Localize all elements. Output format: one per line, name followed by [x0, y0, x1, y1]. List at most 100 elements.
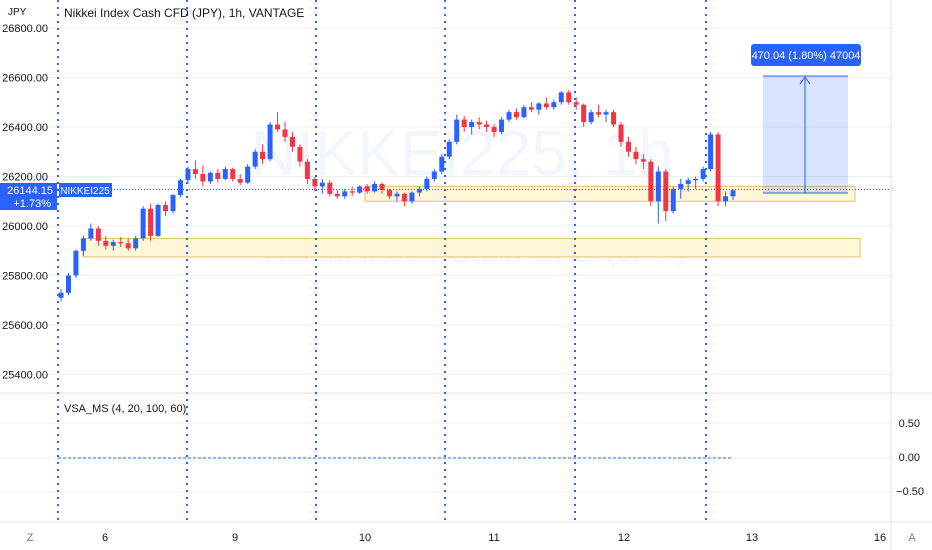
candle[interactable] — [357, 185, 363, 194]
candle[interactable] — [80, 235, 86, 256]
candle[interactable] — [424, 176, 430, 192]
candle[interactable] — [372, 181, 378, 193]
time-axis[interactable]: 6 9 10 11 12 13 16 — [102, 532, 886, 544]
zoom-toggle-button[interactable]: Z — [27, 532, 34, 544]
candle[interactable] — [192, 160, 198, 179]
candle[interactable] — [237, 174, 243, 186]
candle[interactable] — [88, 223, 94, 241]
candle[interactable] — [379, 182, 385, 194]
candle[interactable] — [58, 289, 64, 302]
candle[interactable] — [454, 114, 460, 145]
candle[interactable] — [446, 139, 452, 160]
candle[interactable] — [65, 273, 71, 296]
candle[interactable] — [513, 108, 519, 120]
indicator-name[interactable]: VSA_MS (4, 20, 100, 60) — [64, 403, 186, 415]
candle[interactable] — [297, 144, 303, 167]
candle[interactable] — [95, 226, 101, 246]
candle[interactable] — [387, 188, 393, 199]
candle[interactable] — [543, 97, 549, 110]
support-resistance-zones[interactable] — [82, 185, 861, 258]
candle[interactable] — [469, 119, 475, 135]
candle[interactable] — [103, 235, 109, 250]
candle[interactable] — [140, 206, 146, 241]
candle[interactable] — [252, 149, 258, 170]
candle[interactable] — [155, 203, 161, 238]
price-zone[interactable] — [82, 237, 861, 258]
candle[interactable] — [133, 235, 139, 251]
candle[interactable] — [364, 183, 370, 194]
candle[interactable] — [289, 131, 295, 152]
candle[interactable] — [715, 131, 721, 207]
candle[interactable] — [625, 136, 631, 157]
candle[interactable] — [461, 115, 467, 132]
candle[interactable] — [260, 144, 266, 165]
candle[interactable] — [536, 102, 542, 115]
candle[interactable] — [723, 191, 729, 207]
candle[interactable] — [648, 159, 654, 207]
candle[interactable] — [342, 188, 348, 199]
candle[interactable] — [588, 109, 594, 125]
candle[interactable] — [618, 122, 624, 147]
candle[interactable] — [394, 191, 400, 202]
candle[interactable] — [439, 154, 445, 175]
candle[interactable] — [551, 99, 557, 110]
candle[interactable] — [334, 190, 340, 199]
candle[interactable] — [611, 109, 617, 127]
candle[interactable] — [327, 180, 333, 197]
candle[interactable] — [670, 186, 676, 214]
candle[interactable] — [693, 176, 699, 189]
candle[interactable] — [312, 176, 318, 192]
candle[interactable] — [230, 167, 236, 182]
candle[interactable] — [185, 166, 191, 184]
candle[interactable] — [499, 117, 505, 135]
candle[interactable] — [282, 122, 288, 142]
candle[interactable] — [207, 171, 213, 184]
candle[interactable] — [170, 193, 176, 214]
candle[interactable] — [506, 109, 512, 123]
price-axis[interactable]: 25400.00 25600.00 25800.00 26000.00 26200.00… — [2, 23, 48, 382]
candle[interactable] — [222, 166, 228, 181]
candle[interactable] — [640, 154, 646, 170]
candle[interactable] — [200, 165, 206, 187]
candle[interactable] — [558, 91, 564, 105]
candle[interactable] — [177, 178, 183, 198]
candle[interactable] — [110, 239, 116, 251]
candle[interactable] — [73, 249, 79, 278]
candle[interactable] — [245, 164, 251, 184]
candle[interactable] — [678, 178, 684, 199]
candle[interactable] — [319, 178, 325, 194]
candle[interactable] — [528, 102, 534, 113]
candle[interactable] — [416, 186, 422, 197]
candle[interactable] — [596, 104, 602, 118]
candle[interactable] — [521, 104, 527, 119]
candle[interactable] — [663, 169, 669, 222]
candlestick-series[interactable] — [58, 89, 736, 302]
candle[interactable] — [431, 169, 437, 182]
auto-scale-button[interactable]: A — [908, 532, 916, 544]
legend-title[interactable]: Nikkei Index Cash CFD (JPY), 1h, VANTAGE — [64, 6, 304, 20]
candle[interactable] — [125, 238, 131, 251]
candle[interactable] — [700, 166, 706, 182]
candle[interactable] — [267, 122, 273, 162]
candle[interactable] — [215, 169, 221, 183]
candle[interactable] — [708, 131, 714, 172]
candle[interactable] — [603, 109, 609, 123]
candle[interactable] — [730, 188, 736, 201]
candle[interactable] — [581, 103, 587, 127]
candle[interactable] — [685, 177, 691, 192]
candle[interactable] — [148, 203, 154, 241]
candle[interactable] — [401, 192, 407, 207]
candle[interactable] — [409, 191, 415, 204]
candle[interactable] — [491, 124, 497, 137]
candle[interactable] — [566, 89, 572, 105]
candle[interactable] — [573, 97, 579, 110]
candle[interactable] — [304, 159, 310, 184]
candle[interactable] — [633, 146, 639, 165]
candle[interactable] — [484, 120, 490, 132]
candle[interactable] — [118, 237, 124, 248]
candle[interactable] — [163, 201, 169, 217]
candle[interactable] — [655, 166, 661, 224]
candle[interactable] — [349, 186, 355, 197]
candle[interactable] — [275, 112, 281, 132]
